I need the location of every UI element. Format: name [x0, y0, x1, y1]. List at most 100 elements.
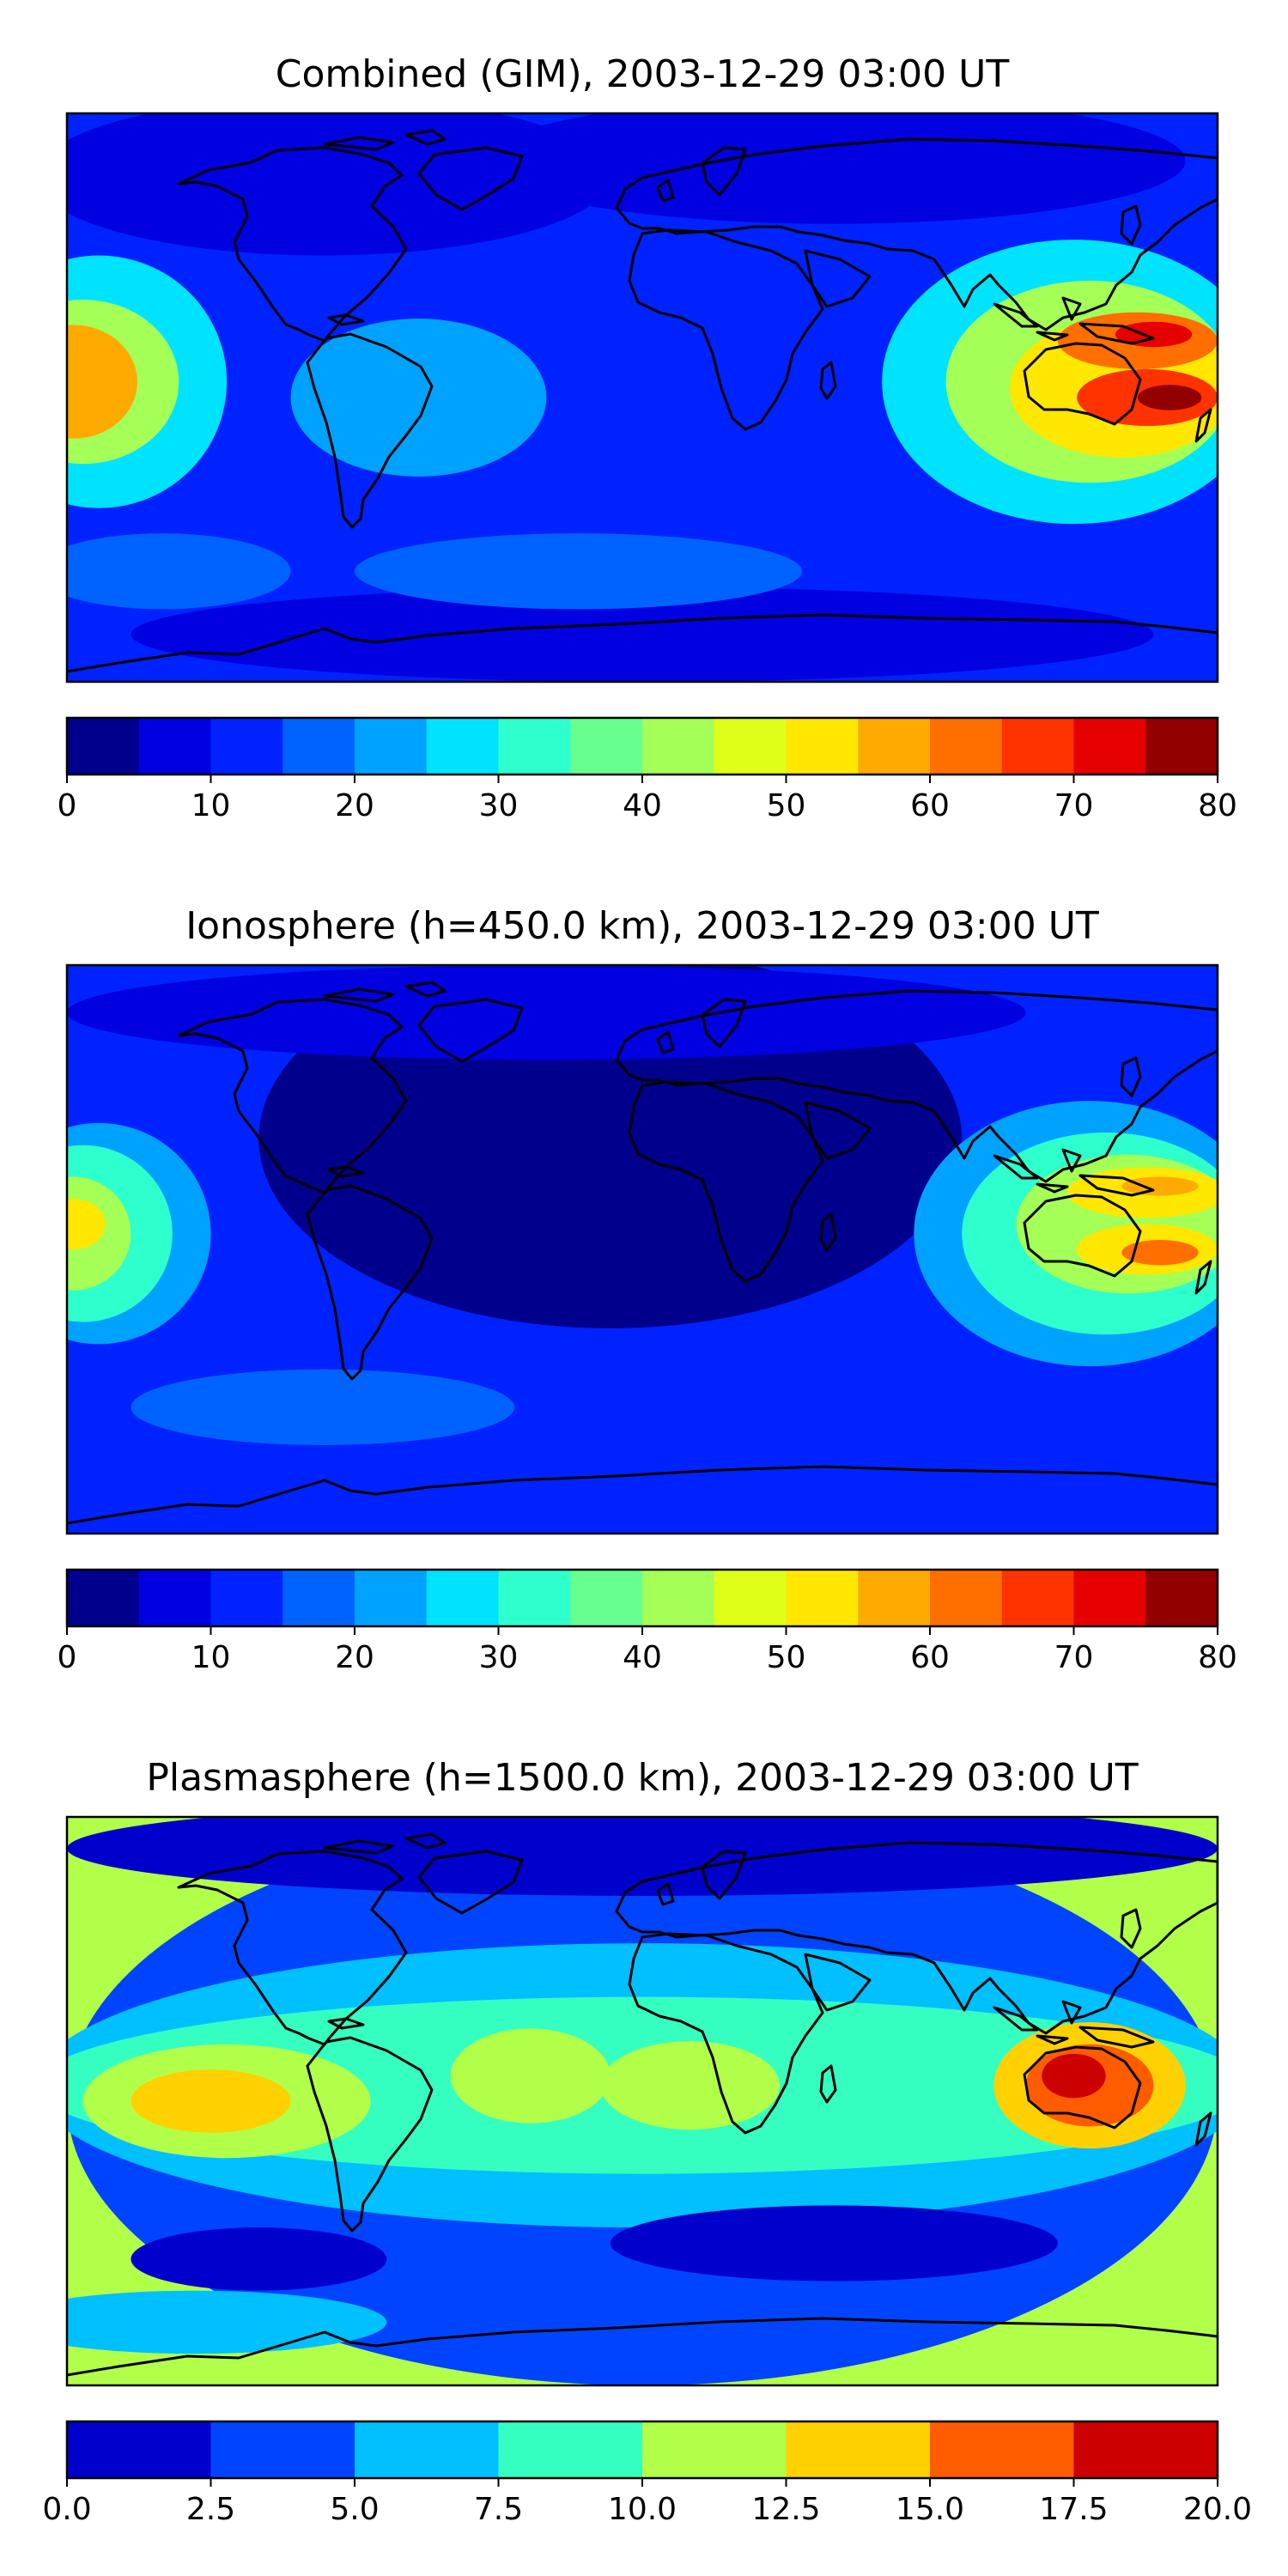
tec-contour-band: [131, 1438, 1154, 1534]
tec-contour-band: [290, 319, 547, 477]
colorbar-segment: [1001, 718, 1074, 775]
colorbar-segment: [1145, 718, 1218, 775]
colorbar-segment: [210, 718, 283, 775]
colorbar-segment: [570, 1570, 643, 1626]
colorbar-tick-label: 70: [1054, 1640, 1094, 1675]
tec-contour-band: [1115, 321, 1193, 348]
tec-contour-band: [67, 1817, 1218, 1896]
colorbar-segment: [426, 1570, 499, 1626]
tec-contour-band: [355, 533, 803, 610]
colorbar-tick-label: 20.0: [1183, 2492, 1252, 2527]
tec-field-ionosphere: [67, 965, 1218, 1534]
colorbar-segment: [714, 1570, 787, 1626]
colorbar-segment: [786, 1570, 859, 1626]
tec-contour-band: [67, 113, 1218, 682]
colorbar-segment: [426, 718, 499, 775]
colorbar-tick-label: 50: [767, 788, 806, 823]
colorbar-segment: [930, 718, 1003, 775]
colorbar-tick-label: 70: [1054, 788, 1094, 823]
colorbar-tick-label: 10: [191, 1640, 231, 1675]
map-frame-3: [65, 1815, 1219, 2387]
tec-contour-band: [483, 113, 1186, 224]
tec-contour-band: [67, 325, 137, 439]
colorbar-tick-label: 30: [479, 1640, 519, 1675]
tec-contour-band: [1121, 1176, 1199, 1196]
colorbar-segment: [1001, 1570, 1074, 1626]
colorbar-segment: [1073, 718, 1146, 775]
tec-contour-band: [131, 586, 1154, 682]
colorbar-tick-label: 5.0: [330, 2492, 379, 2527]
colorbar-2: 0 10 20 30 40 50 60 70 80: [58, 1568, 1237, 1675]
colorbar-tick-label: 2.5: [186, 2492, 235, 2527]
map-panel-2: [67, 965, 1218, 1534]
colorbar-segment: [642, 2421, 787, 2478]
colorbar-tick-label: 40: [623, 1640, 662, 1675]
colorbar-tick-label: 40: [623, 788, 662, 823]
tec-contour-band: [67, 533, 291, 610]
tec-contour-band: [610, 2205, 1058, 2281]
panel-3-title: Plasmasphere (h=1500.0 km), 2003-12-29 0…: [146, 1756, 1138, 1800]
tec-contour-band: [131, 2227, 387, 2291]
colorbar-tick-label: 0: [58, 788, 77, 823]
colorbar-segment: [1145, 1570, 1218, 1626]
colorbar-segment: [642, 1570, 715, 1626]
map-panel-1: [67, 113, 1218, 682]
colorbar-3: 0.0 2.5 5.0 7.5 10.0 12.5 15.0 17.5 20.0: [42, 2420, 1252, 2527]
tec-field-plasmasphere: [67, 1817, 1218, 2385]
colorbar-segment: [210, 2421, 355, 2478]
colorbar-segment: [786, 2421, 931, 2478]
map-frame-2: [65, 963, 1219, 1535]
colorbar-tick-label: 10.0: [608, 2492, 677, 2527]
tec-contour-band: [1121, 1239, 1199, 1266]
colorbar-tick-label: 20: [335, 788, 374, 823]
colorbar-segment: [930, 1570, 1003, 1626]
colorbar-tick-label: 0: [58, 1640, 77, 1675]
colorbar-tick-label: 17.5: [1039, 2492, 1108, 2527]
tec-contour-band: [67, 1199, 106, 1249]
tec-contour-band: [600, 2041, 781, 2130]
colorbar-segment: [1073, 1570, 1146, 1626]
colorbar-segment: [67, 718, 140, 775]
colorbar-tick-label: 10: [191, 788, 231, 823]
panel-1-title: Combined (GIM), 2003-12-29 03:00 UT: [276, 52, 1010, 96]
colorbar-tick-label: 7.5: [474, 2492, 523, 2527]
colorbar-tick-label: 20: [335, 1640, 374, 1675]
colorbar-segment: [498, 718, 571, 775]
tec-contour-band: [1042, 2053, 1106, 2099]
tec-contour-band: [67, 965, 1026, 1060]
tec-contour-band: [67, 2290, 387, 2354]
colorbar-tick-label: 0.0: [42, 2492, 91, 2527]
panel-2-title: Ionosphere (h=450.0 km), 2003-12-29 03:0…: [185, 904, 1099, 948]
map-panel-3: [67, 1817, 1218, 2385]
colorbar-segment: [930, 2421, 1074, 2478]
tec-contour-band: [131, 1369, 515, 1446]
colorbar-tick-label: 60: [910, 788, 950, 823]
tec-contour-band: [1137, 385, 1202, 410]
colorbar-segment: [858, 1570, 931, 1626]
colorbar-tick-label: 30: [479, 788, 519, 823]
colorbar-tick-label: 15.0: [896, 2492, 964, 2527]
colorbar-tick-label: 12.5: [751, 2492, 820, 2527]
colorbar-tick-label: 60: [910, 1640, 950, 1675]
tec-field-combined: [67, 113, 1218, 682]
colorbar-segment: [570, 718, 643, 775]
colorbar-segment: [138, 718, 211, 775]
colorbar-segment: [355, 1570, 428, 1626]
tec-contour-band: [131, 2069, 291, 2133]
colorbar-segment: [283, 1570, 355, 1626]
tec-contour-band: [450, 2028, 611, 2123]
colorbar-segment: [642, 718, 715, 775]
colorbar-tick-label: 50: [767, 1640, 806, 1675]
colorbar-segment: [714, 718, 787, 775]
colorbar-segment: [355, 718, 428, 775]
map-frame-1: [65, 112, 1219, 683]
colorbar-segment: [786, 718, 859, 775]
colorbar-segment: [67, 1570, 140, 1626]
colorbar-tick-label: 80: [1198, 1640, 1237, 1675]
colorbar-segment: [210, 1570, 283, 1626]
colorbar-segment: [498, 2421, 643, 2478]
colorbar-segment: [138, 1570, 211, 1626]
colorbar-tick-label: 80: [1198, 788, 1237, 823]
colorbar-segment: [67, 2421, 211, 2478]
